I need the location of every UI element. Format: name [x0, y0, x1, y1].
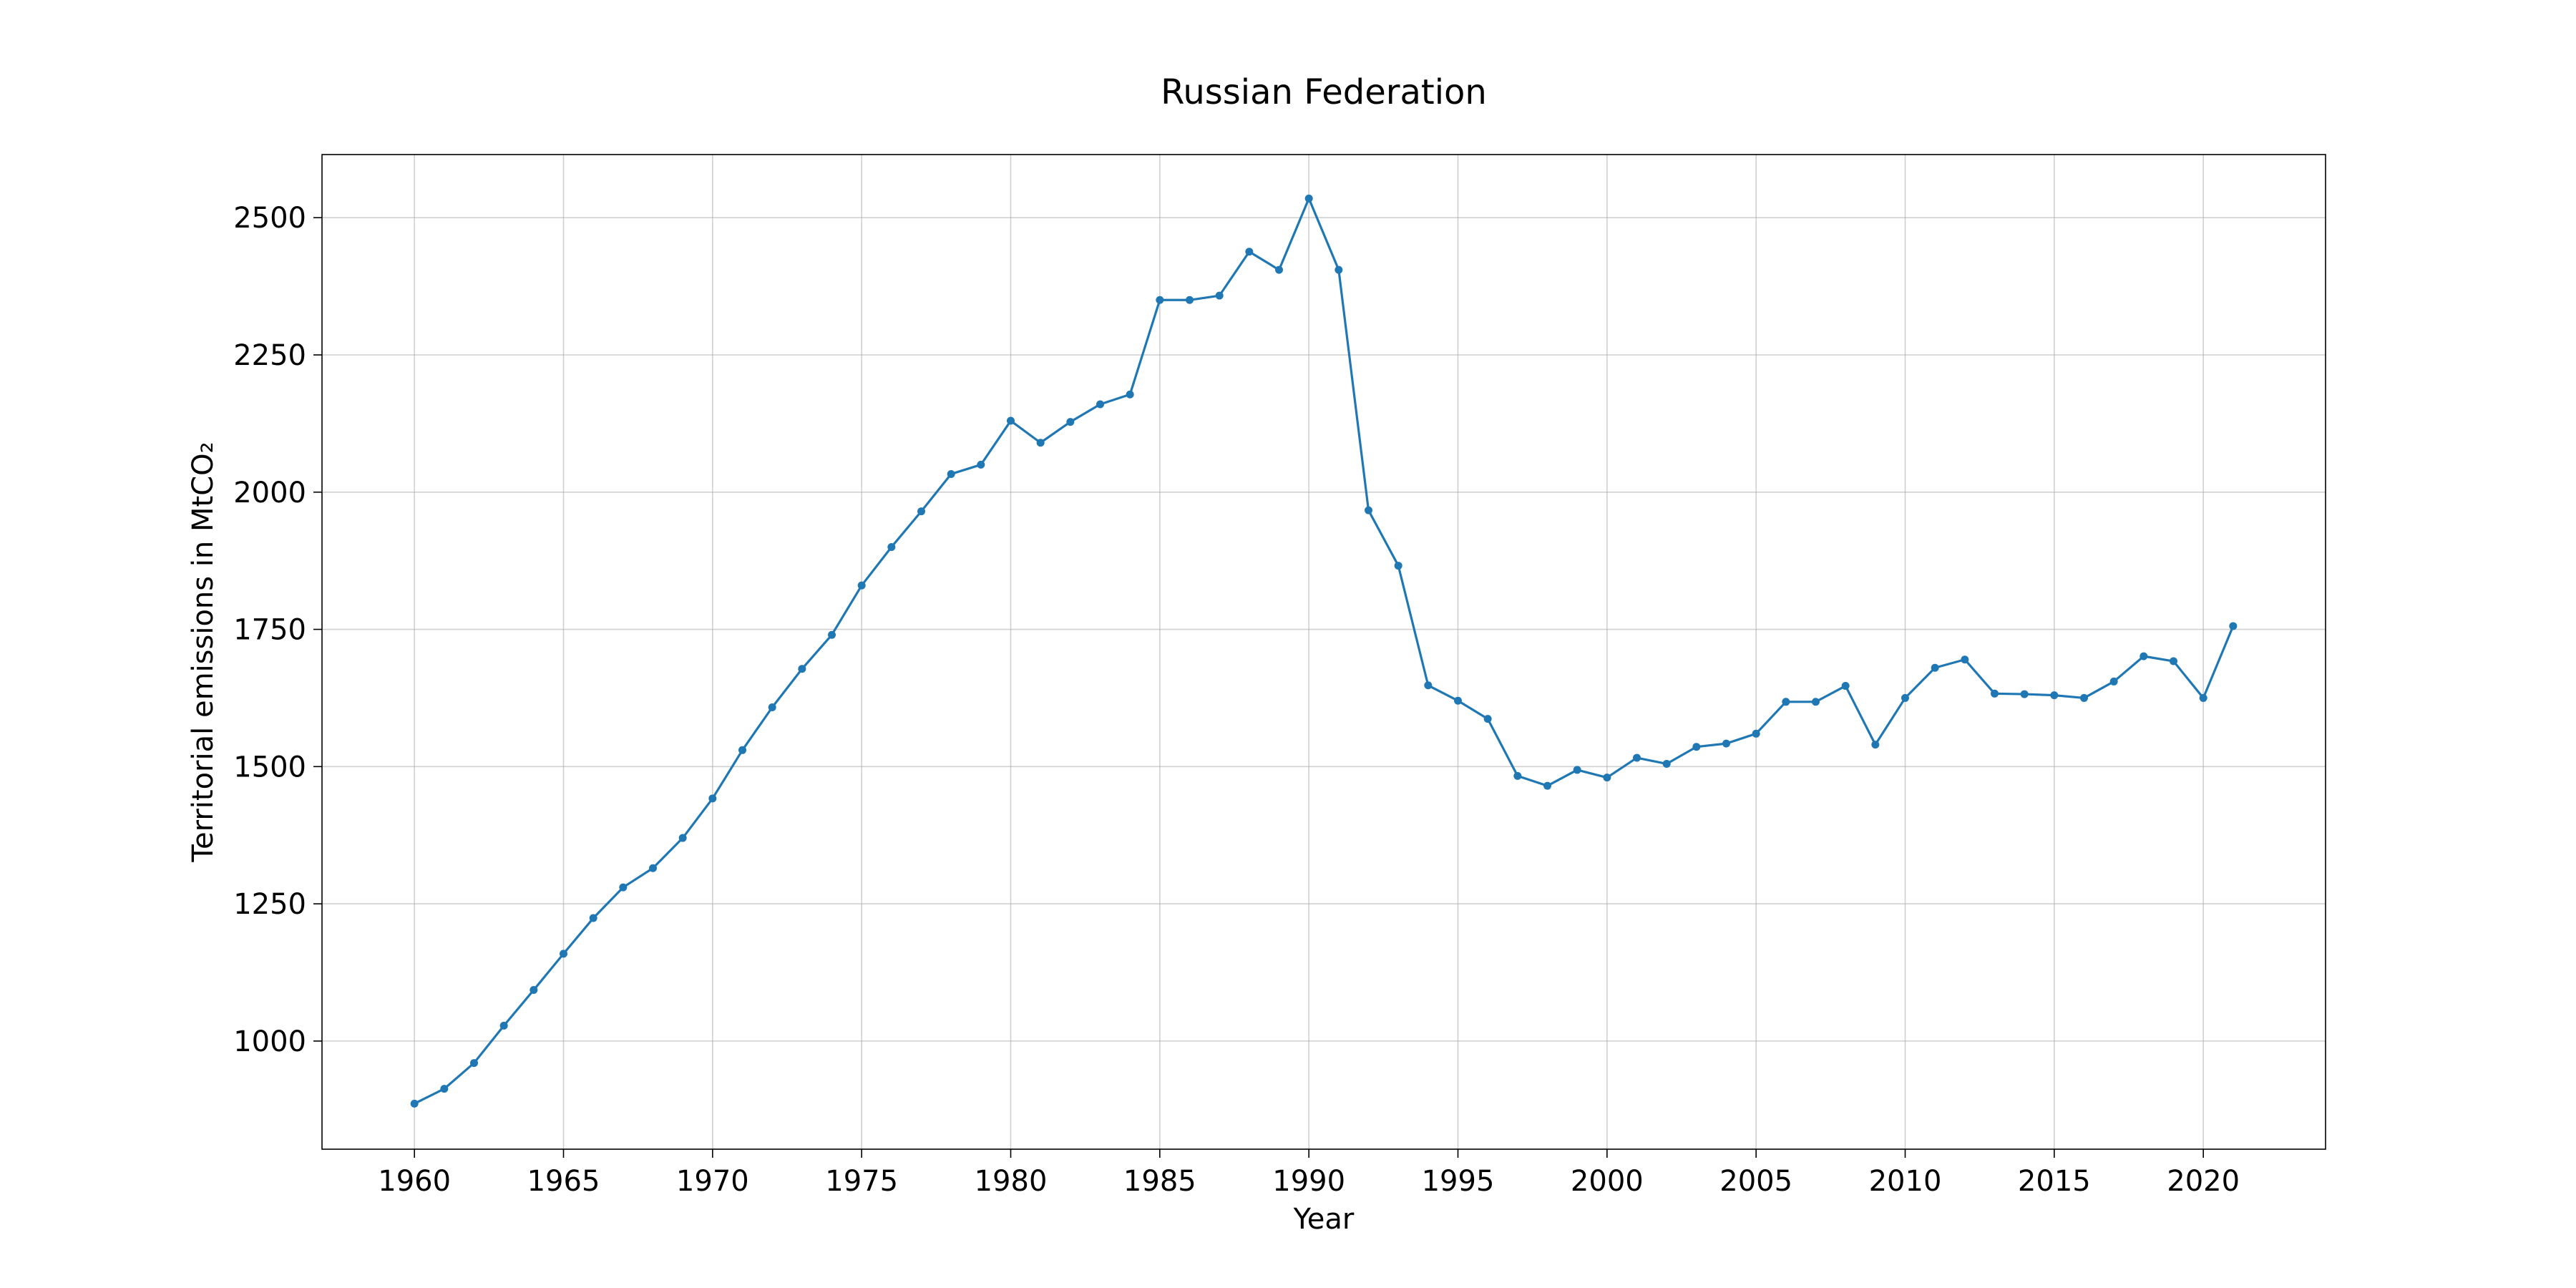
data-point [1454, 696, 1462, 705]
x-tick-label: 2015 [2018, 1165, 2091, 1198]
data-point [1991, 689, 1999, 698]
data-point [619, 883, 628, 892]
data-point [2140, 652, 2148, 660]
data-point [1335, 265, 1343, 274]
data-point [1156, 296, 1164, 304]
data-point [530, 986, 538, 995]
data-point [1603, 774, 1611, 782]
data-point [1841, 682, 1850, 691]
data-point [1036, 439, 1045, 447]
data-point [1871, 741, 1880, 749]
x-tick-label: 1960 [378, 1165, 451, 1198]
x-axis-ticks: 1960 1965 1970 1975 1980 1985 1990 1995 2000 2005… [378, 1149, 2240, 1198]
y-axis-ticks: 1000 1250 1500 1750 2000 2250 2500 [233, 202, 322, 1058]
y-tick-label: 1250 [233, 888, 306, 921]
series-markers [410, 194, 2238, 1108]
data-point [1812, 698, 1820, 706]
data-point [1126, 390, 1134, 399]
data-point [410, 1099, 419, 1108]
data-point [1304, 194, 1313, 203]
data-point [470, 1059, 478, 1068]
x-axis-label: Year [1293, 1203, 1355, 1236]
data-point [1722, 739, 1730, 748]
data-point [1543, 781, 1551, 790]
x-tick-label: 1980 [975, 1165, 1048, 1198]
data-point [1424, 681, 1433, 690]
chart-title: Russian Federation [1161, 72, 1487, 112]
y-tick-label: 1500 [233, 751, 306, 784]
x-tick-label: 1975 [825, 1165, 898, 1198]
data-point [1483, 715, 1492, 723]
data-point [1901, 693, 1909, 702]
data-point [649, 864, 657, 872]
data-point [2109, 677, 2118, 686]
data-point [2020, 690, 2029, 698]
data-point [1633, 753, 1641, 762]
data-point [917, 507, 925, 516]
y-tick-label: 1750 [233, 614, 306, 647]
plot-frame [321, 154, 2326, 1150]
data-point [1394, 562, 1402, 570]
data-point [738, 746, 746, 754]
data-point [857, 581, 866, 590]
data-point [2229, 622, 2238, 630]
data-point [1186, 296, 1194, 304]
y-tick-label: 1000 [233, 1025, 306, 1058]
data-point [1752, 729, 1760, 738]
data-point [1662, 759, 1671, 768]
x-tick-label: 1965 [527, 1165, 600, 1198]
x-tick-label: 2005 [1719, 1165, 1792, 1198]
data-point [1513, 771, 1522, 780]
data-point [2080, 693, 2088, 702]
x-tick-label: 2000 [1571, 1165, 1644, 1198]
series-line [414, 197, 2235, 1105]
data-point [828, 630, 836, 639]
x-tick-label: 1990 [1272, 1165, 1345, 1198]
x-tick-label: 2020 [2167, 1165, 2240, 1198]
y-tick-label: 2000 [233, 477, 306, 509]
data-point [2050, 691, 2059, 700]
y-tick-label: 2250 [233, 339, 306, 372]
data-point [1782, 698, 1790, 706]
data-point [947, 469, 955, 478]
data-point [1007, 416, 1015, 425]
data-point [678, 834, 687, 842]
data-point [440, 1085, 449, 1093]
x-tick-label: 1985 [1123, 1165, 1196, 1198]
data-point [1215, 291, 1224, 300]
data-point [708, 794, 717, 803]
data-point [560, 950, 567, 958]
x-tick-label: 1995 [1422, 1165, 1495, 1198]
data-point [2170, 657, 2177, 665]
data-point [1096, 400, 1104, 409]
data-point [499, 1021, 508, 1030]
grid-lines [322, 155, 2326, 1149]
data-point [798, 665, 806, 673]
data-point [2199, 693, 2207, 702]
data-point [1245, 248, 1254, 256]
y-axis-label: Territorial emissions in MtCO₂ [187, 441, 220, 862]
data-point [1961, 655, 1969, 664]
data-point [1066, 418, 1075, 426]
series-line-layer [414, 197, 2235, 1105]
data-point [589, 914, 597, 922]
data-point [1365, 506, 1372, 514]
x-tick-label: 1970 [676, 1165, 749, 1198]
y-tick-label: 2500 [233, 202, 306, 235]
data-point [1931, 663, 1939, 672]
x-tick-label: 2010 [1869, 1165, 1942, 1198]
data-point [977, 460, 985, 469]
data-point [887, 542, 896, 551]
data-point [1573, 766, 1581, 774]
data-point [1275, 265, 1283, 274]
data-point [1692, 743, 1701, 751]
data-point [768, 703, 776, 711]
